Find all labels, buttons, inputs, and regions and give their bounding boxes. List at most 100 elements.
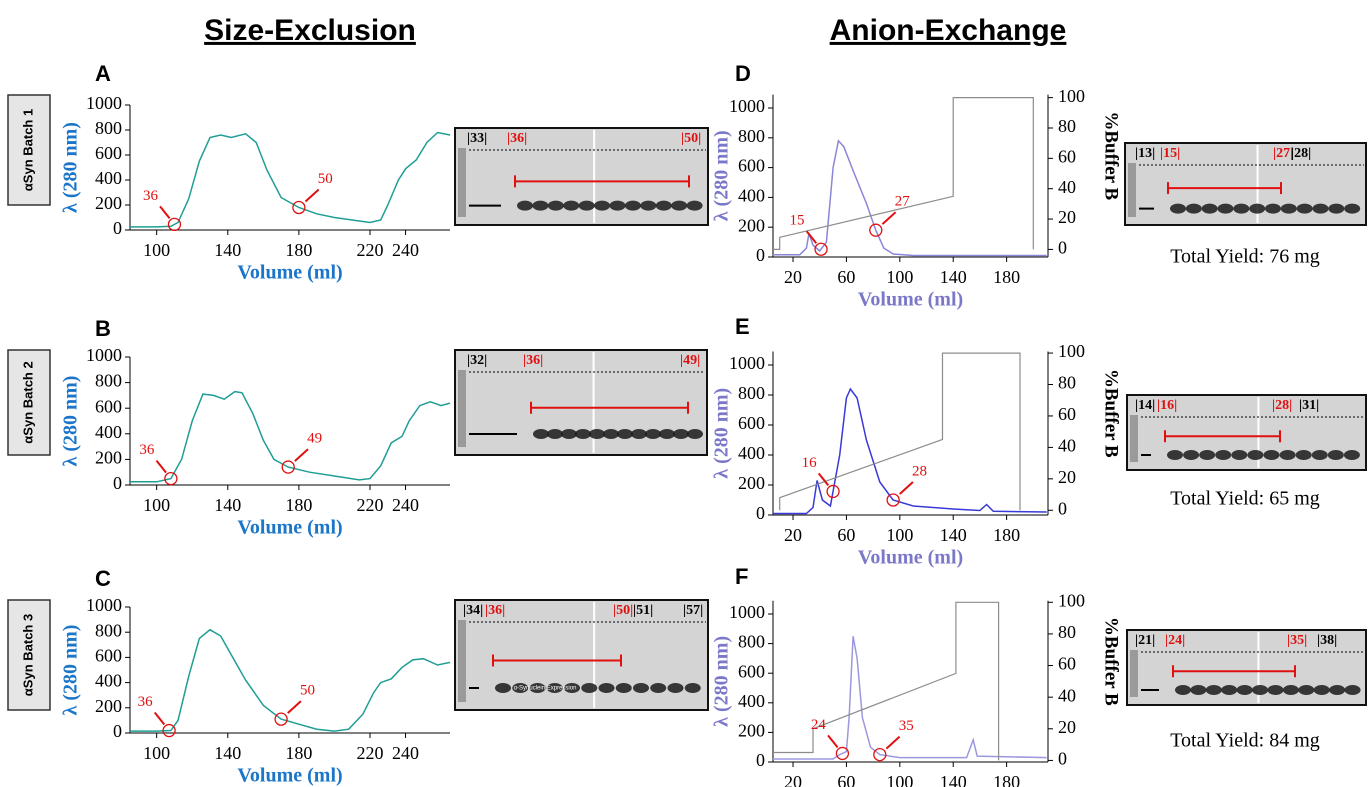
series-line: [773, 141, 1047, 256]
gel-lane-label: |24|: [1165, 633, 1185, 648]
annotation-label: 28: [912, 463, 927, 479]
gel-band: [547, 429, 563, 439]
annotation-arrow: [295, 449, 308, 461]
gel-lane-label: |36|: [507, 131, 527, 146]
y-tick-label: 200: [95, 448, 122, 468]
section-header: Anion-Exchange: [830, 14, 1067, 47]
y-tick-label: 0: [756, 245, 765, 265]
gel-lane-label: |36|: [523, 353, 543, 368]
gel-lane-label: |13|: [1135, 146, 1155, 161]
y-axis-label: λ (280 nm): [711, 130, 733, 221]
x-tick-label: 140: [940, 525, 967, 545]
gel-band: [1231, 450, 1247, 460]
y-tick-label: 200: [738, 721, 765, 741]
gel-band: [610, 201, 626, 211]
y-tick-label: 200: [738, 215, 765, 235]
gel-band: [1183, 450, 1199, 460]
y-axis-label: λ (280 nm): [60, 122, 82, 213]
annotation-arrow: [288, 701, 301, 713]
x-tick-label: 20: [784, 267, 802, 287]
gel-lane-label: |51|: [633, 603, 653, 618]
gel-band: [1252, 685, 1268, 695]
gel-band: [495, 683, 511, 693]
y2-tick-label: 100: [1058, 341, 1085, 361]
series-line: [773, 98, 1033, 250]
y2-tick-label: 20: [1058, 467, 1076, 487]
annotation-arrow: [156, 461, 166, 473]
x-tick-label: 220: [357, 240, 384, 260]
series-line: [773, 636, 1047, 759]
gel-band: [659, 429, 675, 439]
x-tick-label: 100: [886, 267, 913, 287]
annotation-arrow: [886, 737, 899, 749]
gel-band: [561, 429, 577, 439]
x-tick-label: 220: [357, 743, 384, 763]
gel-ladder: [1130, 650, 1138, 697]
x-tick-label: 140: [940, 267, 967, 287]
annotation-arrow: [828, 735, 838, 747]
gel-band: [1328, 450, 1344, 460]
y-tick-label: 400: [95, 168, 122, 188]
y-axis-label: λ (280 nm): [711, 636, 733, 727]
gel-band: [673, 429, 689, 439]
y-tick-label: 0: [113, 721, 122, 741]
annotation-label: 36: [138, 694, 154, 710]
y-tick-label: 0: [113, 473, 122, 493]
y2-axis-label: %Buffer B: [1101, 617, 1122, 706]
gel-band: [668, 683, 684, 693]
gel-band: [1247, 450, 1263, 460]
y2-tick-label: 80: [1058, 373, 1076, 393]
y-axis-label: λ (280 nm): [711, 388, 733, 479]
x-tick-label: 140: [214, 743, 241, 763]
gel-band: [617, 429, 633, 439]
annotation-arrow: [160, 206, 170, 218]
gel-band: [1313, 204, 1329, 214]
gel-lane-label: |14|: [1135, 398, 1155, 413]
x-tick-label: 100: [143, 743, 170, 763]
row-label: αSyn Batch 2: [20, 361, 35, 443]
y-tick-label: 800: [738, 632, 765, 652]
gel-band: [1314, 685, 1330, 695]
gel-band: [1280, 450, 1296, 460]
annotation-label: 24: [811, 717, 827, 733]
gel-lane-label: |50|: [613, 603, 633, 618]
y-tick-label: 0: [113, 218, 122, 238]
y2-tick-label: 20: [1058, 207, 1076, 227]
gel-ladder: [458, 620, 466, 702]
y-tick-label: 1000: [86, 93, 122, 113]
annotation-label: 36: [139, 442, 155, 458]
y-tick-label: 800: [95, 620, 122, 640]
gel-band: [1215, 450, 1231, 460]
x-tick-label: 60: [837, 772, 855, 787]
total-yield: Total Yield: 76 mg: [1170, 246, 1320, 268]
annotation-label: 27: [895, 194, 911, 210]
gel-band: [1268, 685, 1284, 695]
gel-lane-label: |28|: [1272, 398, 1292, 413]
gel-band: [1218, 204, 1234, 214]
y-tick-label: 1000: [729, 353, 765, 373]
x-axis-label: Volume (ml): [858, 547, 963, 569]
gel-lane-label: |36|: [485, 603, 505, 618]
y2-tick-label: 100: [1058, 86, 1085, 106]
gel-image: [455, 128, 708, 225]
y-tick-label: 1000: [86, 345, 122, 365]
y-tick-label: 800: [738, 383, 765, 403]
x-tick-label: 180: [993, 525, 1020, 545]
y2-tick-label: 80: [1058, 116, 1076, 136]
gel-band: [1186, 204, 1202, 214]
gel-band: [1175, 685, 1191, 695]
y-axis-label: λ (280 nm): [60, 376, 82, 467]
x-tick-label: 140: [214, 240, 241, 260]
total-yield: Total Yield: 84 mg: [1170, 730, 1320, 752]
gel-band: [1297, 204, 1313, 214]
y-tick-label: 200: [95, 696, 122, 716]
gel-band: [685, 683, 701, 693]
y-tick-label: 200: [738, 473, 765, 493]
annotation-arrow: [305, 190, 318, 202]
gel-lane-label: |32|: [467, 353, 487, 368]
annotation-arrow: [155, 713, 165, 725]
gel-lane-label: |38|: [1317, 633, 1337, 648]
y-tick-label: 600: [738, 413, 765, 433]
gel-band: [1202, 204, 1218, 214]
section-header: Size-Exclusion: [204, 14, 416, 47]
